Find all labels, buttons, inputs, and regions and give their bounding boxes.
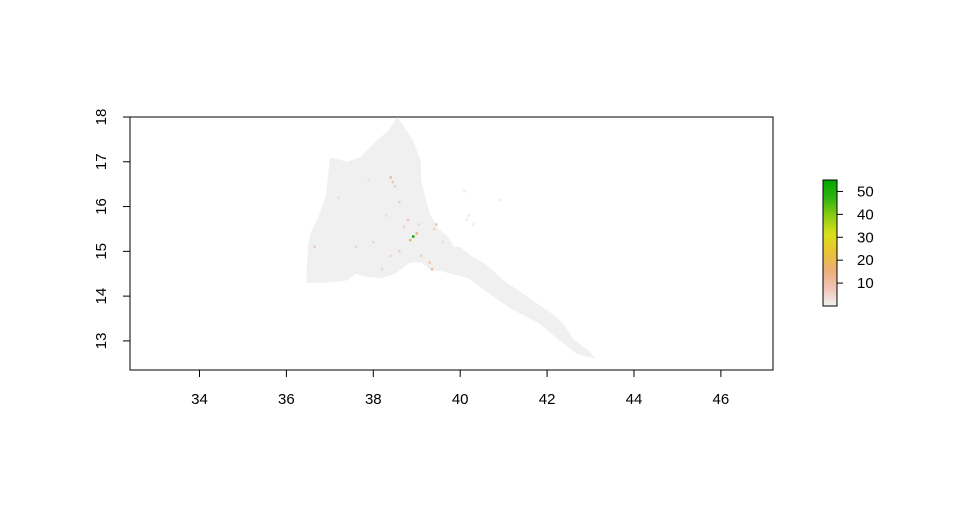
hotspot-cell-12: [419, 254, 423, 258]
y-tick-label-17: 17: [93, 153, 110, 170]
hotspot-cell-8: [435, 223, 438, 226]
hotspot-cell-1: [409, 238, 412, 242]
y-tick-label-13: 13: [93, 333, 110, 350]
hotspot-cell-19: [385, 214, 388, 217]
legend-tick-label-50: 50: [857, 183, 874, 200]
hotspot-cell-18: [337, 196, 340, 199]
hotspot-cell-22: [441, 241, 445, 244]
hotspot-cell-24: [417, 223, 421, 226]
hotspot-cell-2: [415, 232, 418, 235]
hotspot-cell-5: [393, 185, 397, 188]
hotspot-cell-23: [402, 225, 405, 228]
y-tick-label-18: 18: [93, 109, 110, 126]
hotspot-cell-14: [389, 254, 392, 258]
hotspot-cell-17: [313, 245, 316, 249]
x-tick-label-38: 38: [365, 391, 382, 408]
hotspot-layer: [313, 176, 445, 271]
x-tick-label-42: 42: [539, 391, 556, 408]
hotspot-cell-15: [372, 241, 375, 244]
hotspot-cell-13: [398, 250, 401, 253]
island-2: [471, 222, 475, 227]
legend-tick-label-40: 40: [857, 206, 874, 223]
hotspot-cell-21: [380, 268, 384, 271]
y-tick-label-14: 14: [93, 288, 110, 305]
plot-area: [129, 116, 774, 371]
hotspot-cell-3: [389, 176, 392, 179]
hotspot-cell-6: [398, 200, 401, 204]
y-tick-label-16: 16: [93, 198, 110, 215]
hotspot-cell-4: [391, 180, 395, 184]
island-0: [467, 213, 471, 218]
islands-layer: [462, 189, 501, 227]
hotspot-cell-16: [354, 245, 358, 249]
legend-tick-label-30: 30: [857, 229, 874, 246]
hotspot-cell-7: [406, 218, 410, 222]
hotspot-cell-9: [432, 227, 436, 231]
legend-tick-label-20: 20: [857, 252, 874, 269]
x-tick-label-44: 44: [626, 391, 643, 408]
legend-tick-label-10: 10: [857, 275, 874, 292]
x-tick-label-40: 40: [452, 391, 469, 408]
island-3: [462, 189, 467, 193]
hotspot-cell-10: [430, 268, 434, 271]
legend-colorbar: [822, 179, 838, 307]
y-tick-label-15: 15: [93, 243, 110, 260]
x-axis: 34 36 38 40 42 44 46: [191, 369, 730, 408]
country-raster-outline: [306, 117, 595, 359]
legend-ticks: 10 20 30 40 50: [837, 183, 874, 292]
x-tick-label-36: 36: [278, 391, 295, 408]
hotspot-cell-20: [367, 178, 371, 181]
y-axis: 13 14 15 16 17 18: [93, 109, 131, 350]
island-4: [497, 198, 501, 202]
island-1: [465, 218, 469, 222]
color-legend: 10 20 30 40 50: [822, 179, 874, 307]
hotspot-cell-11: [428, 261, 431, 264]
hotspot-cell-0: [412, 235, 415, 238]
x-tick-label-34: 34: [191, 391, 208, 408]
x-tick-label-46: 46: [713, 391, 730, 408]
